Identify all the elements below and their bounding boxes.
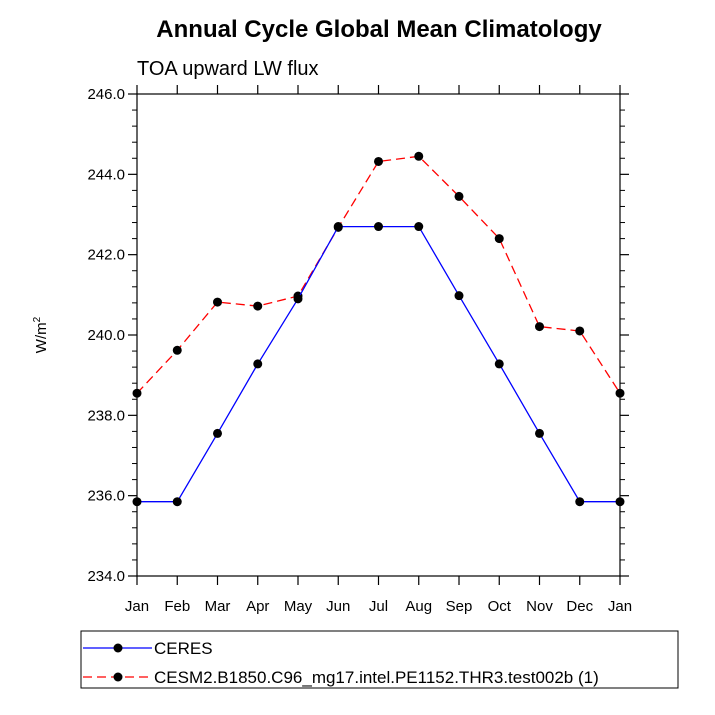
legend-label: CESM2.B1850.C96_mg17.intel.PE1152.THR3.t… xyxy=(154,668,599,687)
legend-item: CESM2.B1850.C96_mg17.intel.PE1152.THR3.t… xyxy=(83,668,599,687)
x-tick-label: Jun xyxy=(326,598,350,615)
data-point xyxy=(494,234,504,244)
x-tick-label: Apr xyxy=(246,598,269,615)
data-point xyxy=(494,359,504,369)
data-point xyxy=(535,428,544,438)
x-tick-label: Jan xyxy=(125,598,149,615)
data-point xyxy=(615,388,625,398)
data-point xyxy=(213,428,222,438)
legend-item: CERES xyxy=(83,639,213,658)
svg-text:W/m2: W/m2 xyxy=(32,316,50,353)
y-tick-label: 246.0 xyxy=(87,86,125,103)
y-tick-label: 240.0 xyxy=(87,327,125,344)
data-point xyxy=(172,497,182,507)
chart-title: Annual Cycle Global Mean Climatology xyxy=(156,16,602,43)
plot-frame xyxy=(136,93,621,577)
data-point xyxy=(172,345,182,355)
data-point xyxy=(213,297,222,307)
data-point xyxy=(414,151,424,161)
y-tick-label: 238.0 xyxy=(87,407,125,424)
data-point xyxy=(253,359,263,369)
data-point xyxy=(333,222,343,232)
y-axis-title: W/m2 xyxy=(32,316,50,353)
x-tick-label: Sep xyxy=(446,598,473,615)
series-layer xyxy=(132,151,625,507)
y-tick-labels: 234.0 236.0 238.0 240.0 242.0 244.0 246.0 xyxy=(87,86,125,585)
data-point xyxy=(454,291,464,301)
chart-subtitle: TOA upward LW flux xyxy=(137,58,319,80)
data-point xyxy=(253,301,263,311)
x-tick-label: Oct xyxy=(488,598,512,615)
legend-box xyxy=(80,630,679,689)
x-tick-label: Feb xyxy=(164,598,190,615)
x-tick-label: Jul xyxy=(369,598,388,615)
data-point xyxy=(575,497,585,507)
y-axis-label: W/m xyxy=(33,322,50,353)
data-point xyxy=(414,222,424,232)
data-point xyxy=(374,222,383,232)
y-tick-label: 234.0 xyxy=(87,568,125,585)
y-axis-label-superscript: 2 xyxy=(32,316,43,322)
y-tick-label: 244.0 xyxy=(87,166,125,183)
series-line xyxy=(136,155,621,394)
x-tick-labels: Jan Feb Mar Apr May Jun Jul Aug Sep Oct Nov Dec Jan xyxy=(125,598,632,615)
data-point xyxy=(293,294,303,304)
legend-label: CERES xyxy=(154,639,213,658)
x-tick-label: Mar xyxy=(205,598,231,615)
legend-marker xyxy=(113,672,123,682)
data-point xyxy=(535,322,544,332)
data-point xyxy=(132,497,142,507)
y-tick-label: 236.0 xyxy=(87,488,125,505)
data-point xyxy=(374,156,383,166)
data-point xyxy=(132,388,142,398)
data-point xyxy=(615,497,625,507)
x-tick-label: May xyxy=(284,598,313,615)
series-1 xyxy=(132,151,625,398)
legend-marker xyxy=(113,643,123,653)
axis-ticks xyxy=(128,85,629,585)
x-tick-label: Aug xyxy=(405,598,432,615)
y-tick-label: 242.0 xyxy=(87,247,125,264)
x-tick-label: Jan xyxy=(608,598,632,615)
data-point xyxy=(454,191,464,201)
series-0 xyxy=(132,222,625,507)
data-point xyxy=(575,326,585,336)
x-tick-label: Nov xyxy=(526,598,553,615)
series-line xyxy=(137,225,620,503)
x-tick-label: Dec xyxy=(566,598,593,615)
legend: CERES CESM2.B1850.C96_mg17.intel.PE1152.T… xyxy=(83,639,599,687)
